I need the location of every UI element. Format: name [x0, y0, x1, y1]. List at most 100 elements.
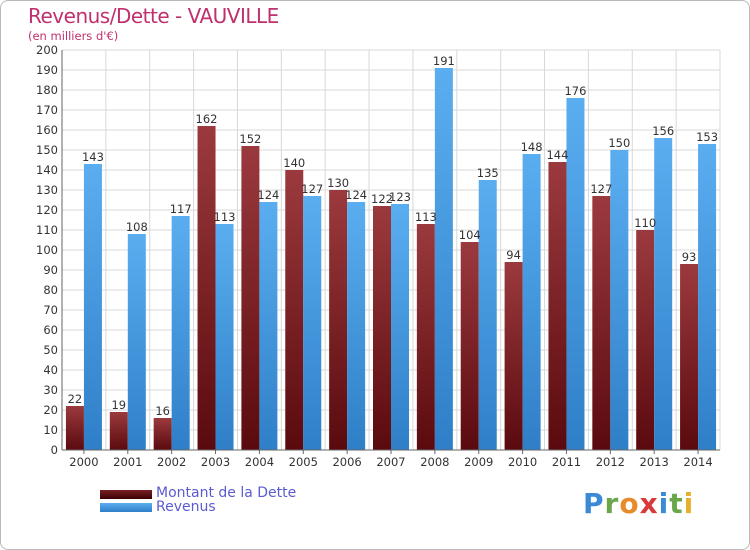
bar-revenue — [522, 154, 541, 450]
bar-revenue — [610, 150, 629, 450]
data-label: 104 — [459, 228, 481, 242]
y-tick-label: 200 — [36, 43, 58, 57]
y-tick-label: 110 — [36, 223, 58, 237]
bar-revenue — [347, 202, 366, 450]
bar-revenue — [654, 138, 673, 450]
bar-debt — [285, 170, 304, 450]
data-label: 113 — [415, 210, 437, 224]
x-tick-label: 2014 — [683, 455, 712, 469]
data-label: 153 — [696, 130, 718, 144]
x-tick-label: 2005 — [289, 455, 318, 469]
bar-revenue — [171, 216, 190, 450]
x-tick-label: 2006 — [332, 455, 361, 469]
y-tick-label: 140 — [36, 163, 58, 177]
legend-label-revenue: Revenus — [156, 499, 216, 515]
data-label: 113 — [214, 210, 236, 224]
x-tick-label: 2011 — [552, 455, 581, 469]
bar-debt — [460, 242, 479, 450]
bar-debt — [592, 196, 611, 450]
bar-revenue — [478, 180, 497, 450]
x-tick-label: 2002 — [157, 455, 186, 469]
x-tick-label: 2009 — [464, 455, 493, 469]
data-label: 117 — [170, 202, 192, 216]
data-label: 122 — [371, 192, 393, 206]
y-tick-label: 60 — [43, 323, 58, 337]
data-label: 123 — [389, 190, 411, 204]
data-label: 156 — [652, 124, 674, 138]
bar-debt — [504, 262, 523, 450]
data-label: 110 — [634, 216, 656, 230]
y-tick-label: 0 — [51, 443, 58, 457]
bar-revenue — [698, 144, 717, 450]
bar-revenue — [259, 202, 278, 450]
data-label: 144 — [546, 148, 568, 162]
bar-revenue — [391, 204, 409, 450]
data-label: 124 — [257, 188, 279, 202]
data-label: 16 — [155, 404, 170, 418]
bar-revenue — [303, 196, 322, 450]
legend-swatch-revenue — [100, 503, 152, 512]
bar-debt — [680, 264, 699, 450]
bar-debt — [153, 418, 172, 450]
x-tick-label: 2013 — [640, 455, 669, 469]
data-label: 176 — [564, 84, 586, 98]
y-tick-label: 90 — [43, 263, 58, 277]
y-tick-label: 160 — [36, 123, 58, 137]
x-tick-label: 2007 — [376, 455, 405, 469]
bar-debt — [65, 406, 84, 450]
bar-debt — [197, 126, 216, 450]
bar-revenue — [434, 68, 453, 450]
y-tick-label: 120 — [36, 203, 58, 217]
proxiti-logo: Proxiti — [583, 487, 695, 520]
bar-debt — [241, 146, 260, 450]
y-tick-label: 10 — [43, 423, 58, 437]
data-label: 19 — [111, 398, 126, 412]
data-label: 108 — [126, 220, 148, 234]
data-label: 140 — [283, 156, 305, 170]
x-tick-label: 2004 — [245, 455, 274, 469]
bar-revenue — [127, 234, 146, 450]
x-tick-label: 2010 — [508, 455, 537, 469]
legend-swatch-debt — [100, 490, 152, 499]
y-tick-label: 150 — [36, 143, 58, 157]
y-tick-label: 20 — [43, 403, 58, 417]
data-label: 143 — [82, 150, 104, 164]
y-tick-label: 50 — [43, 343, 58, 357]
data-label: 191 — [433, 54, 455, 68]
legend-label-debt: Montant de la Dette — [156, 485, 297, 501]
x-tick-label: 2001 — [113, 455, 142, 469]
y-tick-label: 40 — [43, 363, 58, 377]
y-tick-label: 100 — [36, 243, 58, 257]
y-tick-label: 180 — [36, 83, 58, 97]
bar-debt — [416, 224, 435, 450]
x-tick-label: 2012 — [596, 455, 625, 469]
y-tick-label: 80 — [43, 283, 58, 297]
data-label: 162 — [196, 112, 218, 126]
bar-debt — [636, 230, 655, 450]
data-label: 94 — [506, 248, 521, 262]
data-label: 93 — [682, 250, 697, 264]
x-tick-label: 2003 — [201, 455, 230, 469]
data-label: 124 — [345, 188, 367, 202]
y-tick-label: 190 — [36, 63, 58, 77]
data-label: 152 — [239, 132, 261, 146]
y-tick-label: 70 — [43, 303, 58, 317]
data-label: 150 — [608, 136, 630, 150]
y-tick-label: 30 — [43, 383, 58, 397]
data-label: 148 — [521, 140, 543, 154]
chart-subtitle: (en milliers d'€) — [28, 29, 119, 43]
bar-debt — [329, 190, 348, 450]
bar-debt — [548, 162, 567, 450]
chart-title: Revenus/Dette - VAUVILLE — [28, 4, 279, 28]
data-label: 135 — [477, 166, 499, 180]
x-tick-label: 2000 — [69, 455, 98, 469]
bar-revenue — [215, 224, 234, 450]
data-label: 22 — [68, 392, 83, 406]
x-tick-label: 2008 — [420, 455, 449, 469]
bar-debt — [373, 206, 391, 450]
data-label: 127 — [301, 182, 323, 196]
bar-debt — [109, 412, 128, 450]
y-tick-label: 170 — [36, 103, 58, 117]
data-label: 127 — [590, 182, 612, 196]
